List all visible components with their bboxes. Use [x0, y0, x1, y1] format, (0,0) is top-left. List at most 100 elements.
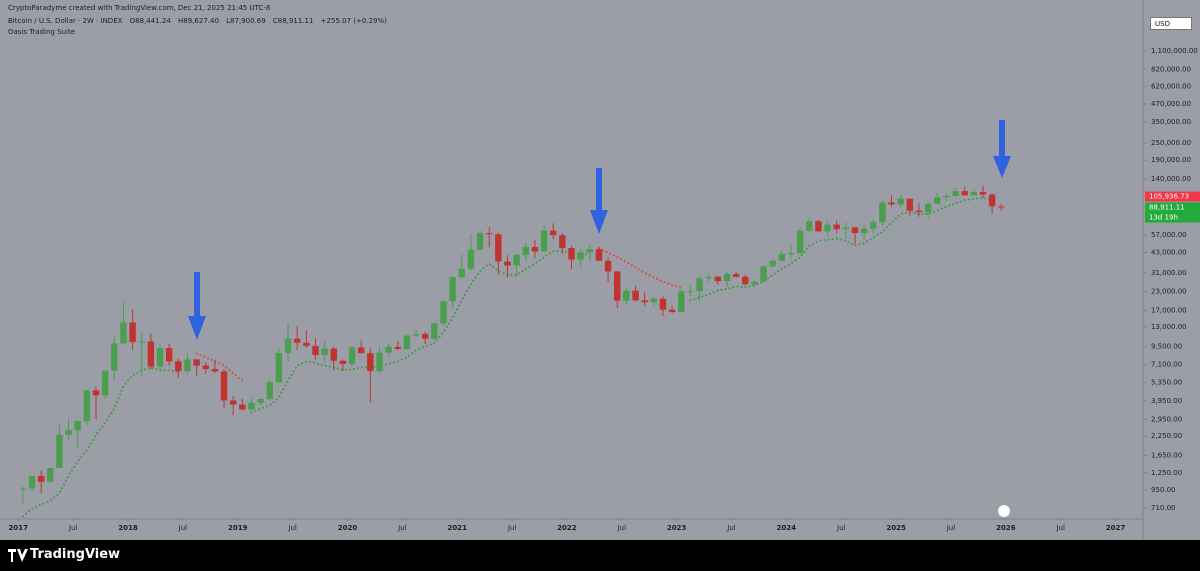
candle-body — [312, 345, 319, 355]
x-tick-label: 2019 — [228, 524, 248, 532]
price-tag — [1145, 191, 1200, 202]
arrow — [993, 120, 1011, 178]
candle-body — [668, 309, 676, 313]
x-tick-label: 2022 — [557, 524, 577, 532]
candle-body — [833, 224, 840, 230]
currency-button[interactable]: USD — [1150, 17, 1192, 30]
candle-body — [486, 233, 493, 235]
y-tick-label: 710.00 — [1151, 504, 1176, 512]
x-tick-label: Jul — [617, 524, 627, 532]
candle-body — [431, 323, 438, 339]
candle-body — [348, 347, 356, 364]
brand: TradingView — [30, 547, 121, 562]
x-tick-label: Jul — [507, 524, 517, 532]
x-tick-label: Jul — [68, 524, 78, 532]
candle-body — [659, 298, 667, 310]
candle-body — [559, 235, 566, 249]
candle-body — [614, 271, 621, 301]
candle-body — [778, 253, 786, 261]
ohlc: L87,900.69 — [226, 17, 266, 25]
candle-body — [56, 434, 63, 468]
candle-body — [623, 290, 630, 301]
arrow — [590, 168, 608, 234]
candle-body — [879, 202, 886, 223]
candle-body — [732, 274, 740, 277]
candle-body — [239, 404, 246, 410]
x-tick-label: 2018 — [118, 524, 138, 532]
y-tick-label: 9,500.00 — [1151, 343, 1182, 351]
candle-body — [101, 370, 109, 396]
annotation-arrows — [188, 120, 1011, 340]
candle-body — [476, 233, 484, 250]
candle-body — [897, 198, 904, 205]
candle-body — [796, 230, 804, 254]
candle-body — [787, 253, 795, 255]
candle-body — [934, 197, 941, 204]
x-tick-label: Jul — [726, 524, 736, 532]
candle-body — [165, 348, 173, 362]
candle-body — [202, 365, 209, 369]
candle-body — [723, 274, 731, 282]
candle-body — [385, 346, 392, 353]
y-tick-label: 5,350.00 — [1151, 378, 1182, 386]
candle-body — [403, 335, 411, 349]
y-tick-label: 57,000.00 — [1151, 231, 1187, 239]
candle-body — [540, 230, 548, 252]
candle-body — [367, 353, 374, 372]
candle-body — [952, 191, 959, 196]
plot-area — [19, 185, 1005, 518]
ohlc: O88,441.24 — [129, 17, 171, 25]
y-tick-label: 31,000.00 — [1151, 269, 1187, 277]
y-tick-label: 2,250.00 — [1151, 432, 1182, 440]
candle-body — [742, 276, 749, 285]
x-tick-label: Jul — [178, 524, 188, 532]
candle-body — [696, 278, 703, 292]
replay-icon[interactable] — [998, 505, 1010, 517]
candle-body — [988, 194, 996, 207]
candle-body — [19, 488, 27, 490]
y-tick-label: 1,100,000.00 — [1151, 47, 1198, 55]
arrow — [188, 272, 206, 340]
y-tick-label: 140,000.00 — [1151, 175, 1191, 183]
symbol-line: Bitcoin / U.S. Dollar · 2W · INDEX O88,4… — [8, 17, 392, 25]
indicator-line — [689, 196, 994, 302]
candle-body — [998, 206, 1005, 208]
candle-body — [83, 390, 91, 422]
candle-body — [412, 333, 420, 336]
x-tick-label: 2020 — [338, 524, 358, 532]
y-tick-label: 820,000.00 — [1151, 65, 1191, 73]
candle-body — [339, 360, 347, 364]
candle-body — [678, 291, 685, 313]
chart: 1,100,000.00 820,000.00 620,000.00 470,000.… — [0, 0, 1200, 540]
candle-body — [870, 222, 877, 229]
candle-body — [28, 475, 36, 489]
candle-body — [220, 371, 228, 401]
candle-body — [943, 195, 950, 198]
candle-body — [824, 224, 831, 232]
candle-body — [513, 254, 520, 266]
x-tick-label: 2026 — [996, 524, 1016, 532]
y-tick-label: 13,000.00 — [1151, 323, 1187, 331]
x-tick-label: 2024 — [777, 524, 797, 532]
candle-body — [266, 382, 273, 399]
y-tick-label: 620,000.00 — [1151, 83, 1191, 91]
x-tick-label: 2023 — [667, 524, 687, 532]
price-tag-label: 105,936.73 — [1149, 193, 1189, 201]
candle-body — [641, 300, 648, 303]
candle-body — [705, 276, 712, 279]
candle-body — [924, 203, 932, 213]
candle-body — [394, 346, 401, 349]
background — [0, 0, 1200, 540]
candle-body — [842, 227, 850, 230]
candle-body — [330, 348, 337, 361]
countdown: 13d 19h — [1149, 213, 1178, 221]
candle-body — [586, 249, 593, 253]
candle-body — [138, 341, 145, 343]
price-tag — [1145, 202, 1200, 213]
candle-body — [275, 353, 283, 383]
candle-body — [376, 352, 383, 372]
ohlc: C88,911.11 — [272, 17, 314, 25]
candle-body — [888, 202, 895, 205]
candle-body — [184, 359, 191, 372]
header: CryptoParadyme created with TradingView.… — [8, 4, 271, 12]
